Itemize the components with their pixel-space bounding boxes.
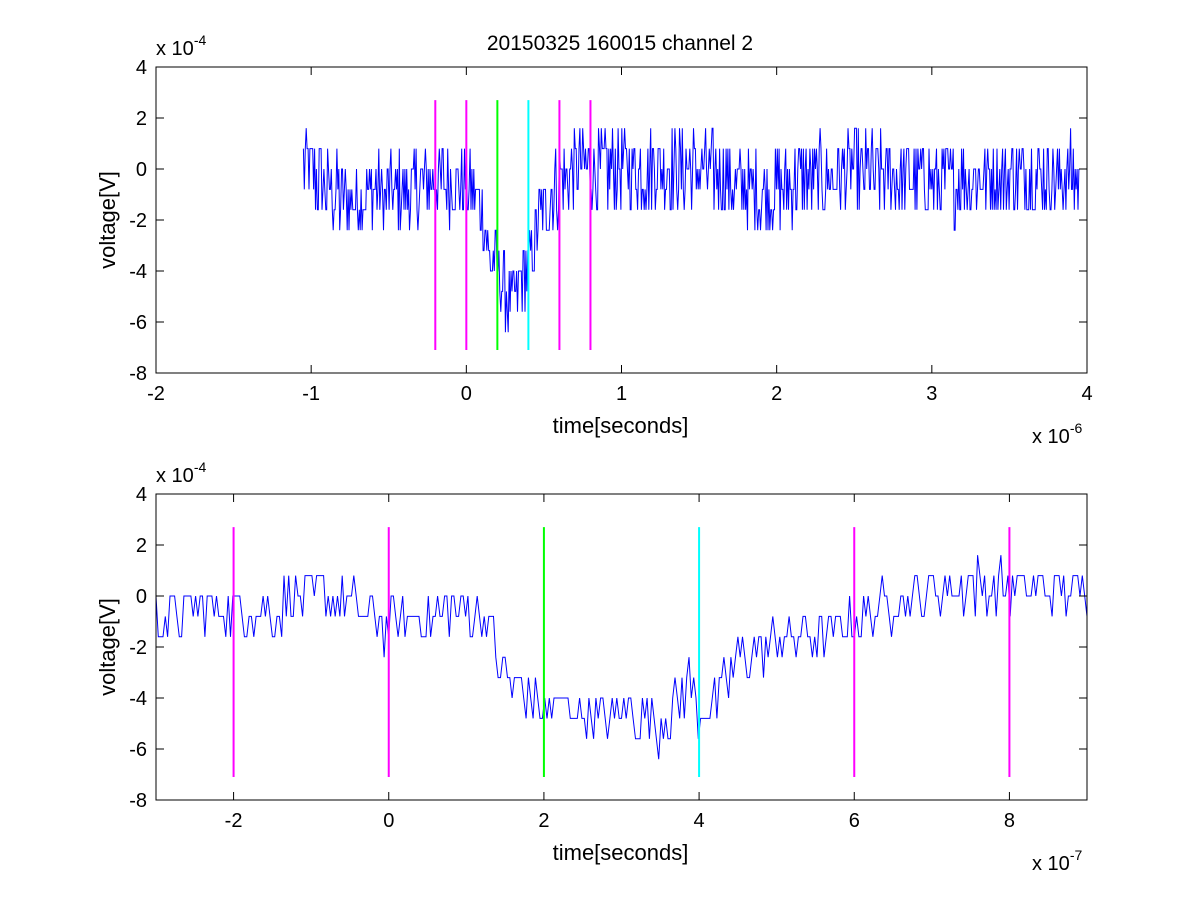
figure-title: 20150325 160015 channel 2 bbox=[487, 32, 753, 55]
x-tick-label: 3 bbox=[926, 383, 937, 405]
y-tick-label: -2 bbox=[129, 637, 147, 659]
x-tick-label: -2 bbox=[225, 810, 243, 832]
y-axis-multiplier: x 10-4 bbox=[156, 32, 206, 60]
x-axis-label: time[seconds] bbox=[553, 840, 689, 865]
bottom-plot: -2 0 2 4 6 8-8-6-4-2024time[seconds]voltage[V… bbox=[95, 459, 1088, 875]
x-tick-label: -2 bbox=[147, 383, 165, 405]
y-tick-label: 4 bbox=[136, 484, 147, 506]
x-tick-label: 1 bbox=[616, 383, 627, 405]
plot-axes-box bbox=[155, 66, 1088, 374]
plot-axes-box bbox=[155, 493, 1088, 801]
x-tick-label: 2 bbox=[771, 383, 782, 405]
top-plot: -2 -1 0 1 2 3 4 -8 -6 -4 -2 0 2 4 time[seconds] voltage… bbox=[95, 32, 1093, 448]
x-tick-label: 4 bbox=[694, 810, 705, 832]
x-tick-label: 6 bbox=[849, 810, 860, 832]
x-axis-multiplier: x 10-7 bbox=[1032, 847, 1082, 875]
x-tick-label: 0 bbox=[461, 383, 472, 405]
y-tick-label: -2 bbox=[129, 210, 147, 232]
y-tick-label: -8 bbox=[129, 363, 147, 385]
y-tick-label: -4 bbox=[129, 261, 147, 283]
y-axis-label: voltage[V] bbox=[95, 598, 120, 696]
x-tick-label: 0 bbox=[383, 810, 394, 832]
x-tick-label: 2 bbox=[538, 810, 549, 832]
y-tick-label: 2 bbox=[136, 535, 147, 557]
y-tick-label: -6 bbox=[129, 739, 147, 761]
y-tick-label: 0 bbox=[136, 159, 147, 181]
x-tick-label: 8 bbox=[1004, 810, 1015, 832]
x-axis-label: time[seconds] bbox=[553, 413, 689, 438]
x-tick-label: -1 bbox=[302, 383, 320, 405]
y-axis-multiplier: x 10-4 bbox=[156, 459, 206, 487]
y-tick-label: -8 bbox=[129, 790, 147, 812]
voltage-trace bbox=[155, 555, 1088, 760]
y-tick-label: 2 bbox=[136, 108, 147, 130]
x-tick-label: 4 bbox=[1081, 383, 1092, 405]
y-tick-label: -6 bbox=[129, 312, 147, 334]
x-axis-multiplier: x 10-6 bbox=[1032, 420, 1082, 448]
voltage-trace bbox=[302, 127, 1080, 333]
y-tick-label: -4 bbox=[129, 688, 147, 710]
y-tick-label: 4 bbox=[136, 57, 147, 79]
y-axis-label: voltage[V] bbox=[95, 171, 120, 269]
y-tick-label: 0 bbox=[136, 586, 147, 608]
